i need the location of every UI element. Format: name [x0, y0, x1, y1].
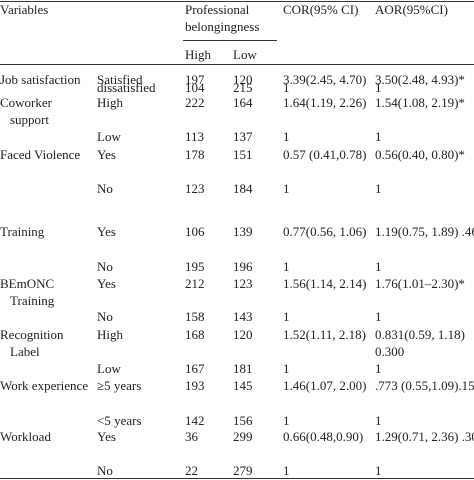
- cell-cor: 1: [283, 413, 290, 428]
- cell-high: 178: [185, 147, 205, 162]
- cell-low: 196: [233, 259, 253, 274]
- cell-high: 197: [185, 72, 205, 87]
- cell-cor: 1: [283, 181, 290, 196]
- cell-level: No: [97, 463, 113, 478]
- cell-aor: 0.56(0.40, 0.80)*: [375, 147, 465, 162]
- header-group: Professional belongingness: [185, 2, 260, 34]
- cell-cor: 1: [283, 309, 290, 324]
- cell-aor: 1: [375, 413, 382, 428]
- cell-cor: 1: [283, 129, 290, 144]
- cell-cor: 0.66(0.48,0.90): [283, 429, 364, 444]
- cell-aor: 1: [375, 80, 382, 95]
- cell-low: 139: [233, 224, 253, 239]
- cell-low: 123: [233, 276, 253, 291]
- cell-cor: 1: [283, 80, 290, 95]
- cell-aor: 0.831(0.59, 1.18) 0.300: [375, 327, 465, 359]
- cell-low: 145: [233, 378, 253, 393]
- top-rule: [0, 1, 474, 2]
- cell-level: Yes: [97, 429, 116, 444]
- cell-low: 215: [233, 80, 253, 95]
- cell-low: 120: [233, 327, 253, 342]
- cell-level: <5 years: [97, 413, 142, 428]
- cell-high: 22: [185, 463, 198, 478]
- cell-aor: 1: [375, 463, 382, 478]
- cell-aor: 1: [375, 259, 382, 274]
- cell-cor: 1.56(1.14, 2.14): [283, 276, 367, 291]
- cell-high: 195: [185, 259, 205, 274]
- cell-aor: 1: [375, 361, 382, 376]
- cell-level: High: [97, 327, 123, 342]
- cell-level: Yes: [97, 224, 116, 239]
- cell-variable: Recognition Label: [0, 327, 64, 359]
- cell-cor: 0.77(0.56, 1.06): [283, 224, 367, 239]
- cell-variable: Training: [0, 224, 45, 239]
- cell-cor: 3.39(2.45, 4.70): [283, 72, 367, 87]
- cell-high: 142: [185, 413, 205, 428]
- cell-variable: Faced Violence: [0, 147, 81, 162]
- cell-aor: 1.29(0.71, 2.36) .300: [375, 429, 474, 444]
- cell-aor: .773 (0.55,1.09).150: [375, 378, 474, 393]
- cell-level: No: [97, 309, 113, 324]
- cell-high: 123: [185, 181, 205, 196]
- cell-level: High: [97, 95, 123, 110]
- cell-low: 299: [233, 429, 253, 444]
- cell-low: 279: [233, 463, 253, 478]
- cell-aor: 1: [375, 181, 382, 196]
- cell-high: 193: [185, 378, 205, 393]
- cell-low: 184: [233, 181, 253, 196]
- cell-cor: 1: [283, 361, 290, 376]
- cell-high: 106: [185, 224, 205, 239]
- cell-variable: Coworker support: [0, 95, 52, 127]
- cell-high: 212: [185, 276, 205, 291]
- cell-high: 222: [185, 95, 205, 110]
- cell-variable: Work experience: [0, 378, 89, 393]
- header-variables: Variables: [0, 2, 49, 17]
- cell-high: 158: [185, 309, 205, 324]
- cell-cor: 1: [283, 259, 290, 274]
- cell-high: 167: [185, 361, 205, 376]
- cell-cor: 1.52(1.11, 2.18): [283, 327, 366, 342]
- header-aor: AOR(95%CI): [375, 2, 448, 17]
- cell-cor: 1.64(1.19, 2.26): [283, 95, 367, 110]
- cell-high: 168: [185, 327, 205, 342]
- cell-variable: Workload: [0, 429, 51, 444]
- cell-high: 36: [185, 429, 198, 444]
- cell-cor: 1: [283, 463, 290, 478]
- cell-low: 156: [233, 413, 253, 428]
- cell-low: 164: [233, 95, 253, 110]
- cell-cor: 1.46(1.07, 2.00): [283, 378, 367, 393]
- cell-level: Satisfied: [97, 72, 143, 87]
- group-rule: [183, 40, 277, 41]
- cell-variable: Job satisfaction: [0, 72, 81, 87]
- header-high: High: [185, 47, 211, 62]
- cell-low: 151: [233, 147, 253, 162]
- header-cor: COR(95% CI): [283, 2, 359, 17]
- cell-level: No: [97, 259, 113, 274]
- cell-aor: 1: [375, 309, 382, 324]
- cell-level: Yes: [97, 276, 116, 291]
- cell-level: Low: [97, 361, 121, 376]
- cell-level: Yes: [97, 147, 116, 162]
- cell-aor: 3.50(2.48, 4.93)*: [375, 72, 465, 87]
- cell-level: Low: [97, 129, 121, 144]
- cell-level: ≥5 years: [97, 378, 142, 393]
- cell-high: 104: [185, 80, 205, 95]
- header-low: Low: [233, 47, 257, 62]
- cell-low: 181: [233, 361, 253, 376]
- header-rule: [0, 64, 474, 65]
- cell-aor: 1.54(1.08, 2.19)*: [375, 95, 465, 110]
- cell-level: No: [97, 181, 113, 196]
- cell-aor: 1.76(1.01–2.30)*: [375, 276, 465, 291]
- cell-low: 137: [233, 129, 253, 144]
- cell-aor: 1.19(0.75, 1.89) .462: [375, 224, 474, 239]
- bottom-rule: [0, 478, 474, 479]
- cell-aor: 1: [375, 129, 382, 144]
- cell-low: 120: [233, 72, 253, 87]
- cell-variable: BEmONC Training: [0, 276, 55, 308]
- cell-low: 143: [233, 309, 253, 324]
- cell-cor: 0.57 (0.41,0.78): [283, 147, 367, 162]
- cell-high: 113: [185, 129, 205, 144]
- cell-level: dissatisfied: [97, 80, 156, 95]
